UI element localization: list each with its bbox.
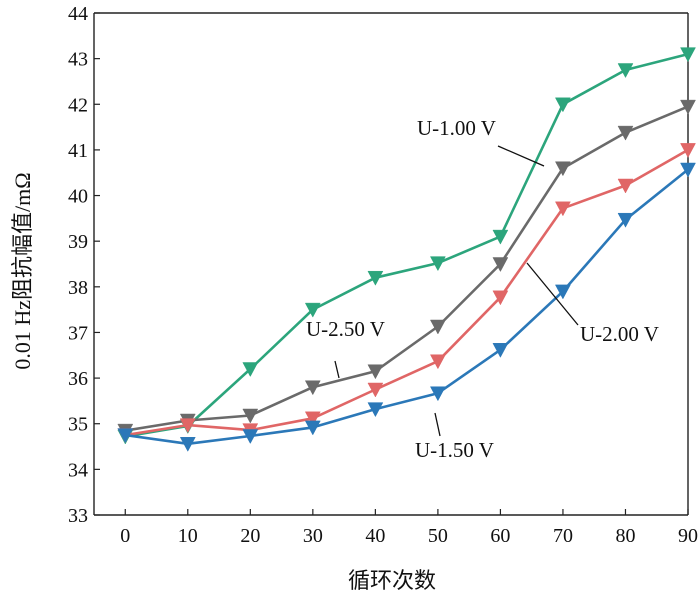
x-tick-label: 0 bbox=[120, 525, 130, 547]
data-point bbox=[304, 380, 321, 396]
axes: 33 34 35 36 37 38 39 40 41 42 43 44 0 10 20 30 40 50 60 70 8… bbox=[68, 3, 698, 547]
data-point bbox=[429, 354, 446, 370]
annotation-label: U-2.50 V bbox=[306, 317, 385, 341]
data-point bbox=[492, 229, 509, 245]
annotations: U-1.00 V U-2.00 V U-2.50 V U-1.50 V bbox=[306, 116, 659, 462]
data-point bbox=[680, 143, 696, 158]
data-point bbox=[367, 402, 384, 418]
data-point bbox=[680, 99, 696, 115]
y-tick-label: 36 bbox=[68, 368, 88, 390]
annotation-leader-line bbox=[334, 360, 340, 379]
data-point bbox=[179, 437, 196, 452]
y-tick-label: 39 bbox=[68, 231, 88, 253]
annotation-label: U-1.50 V bbox=[415, 438, 494, 462]
annotation-leader-line bbox=[497, 145, 545, 167]
series-u-1-50-v bbox=[117, 162, 696, 452]
data-point bbox=[492, 257, 509, 273]
y-axis-title: 0.01 Hz阻抗幅值/mΩ bbox=[10, 172, 35, 369]
series-line bbox=[125, 148, 689, 437]
y-tick-label: 34 bbox=[68, 459, 88, 481]
y-tick-label: 43 bbox=[68, 49, 88, 71]
data-point bbox=[367, 382, 384, 398]
series-line bbox=[125, 52, 689, 438]
data-point bbox=[304, 411, 321, 427]
series-line bbox=[125, 168, 689, 446]
data-point bbox=[242, 408, 259, 424]
x-tick-label: 20 bbox=[240, 525, 260, 547]
y-tick-label: 44 bbox=[68, 3, 88, 25]
x-tick-label: 80 bbox=[615, 525, 635, 547]
x-tick-label: 70 bbox=[553, 525, 573, 547]
data-point bbox=[117, 428, 134, 444]
y-tick-label: 37 bbox=[68, 322, 88, 344]
series-u-2-00-v bbox=[117, 99, 696, 439]
y-tick-label: 35 bbox=[68, 414, 88, 436]
data-point bbox=[429, 386, 446, 402]
data-point bbox=[242, 362, 259, 378]
annotation-label: U-1.00 V bbox=[417, 116, 496, 140]
annotation-leader-line bbox=[434, 412, 441, 437]
x-tick-label: 30 bbox=[303, 525, 323, 547]
data-point bbox=[554, 97, 571, 113]
y-tick-label: 40 bbox=[68, 186, 88, 208]
data-point bbox=[367, 364, 384, 380]
series-layer bbox=[117, 47, 696, 452]
y-tick-label: 42 bbox=[68, 94, 88, 116]
data-point bbox=[179, 418, 196, 434]
data-point bbox=[617, 125, 634, 141]
data-point bbox=[680, 162, 696, 178]
y-tick-label: 38 bbox=[68, 277, 88, 299]
y-tick-label: 33 bbox=[68, 505, 88, 527]
y-tick-label: 41 bbox=[68, 140, 88, 162]
series-line bbox=[125, 105, 689, 432]
data-point bbox=[617, 63, 634, 79]
x-axis-title: 循环次数 bbox=[348, 568, 436, 593]
data-point bbox=[554, 201, 571, 217]
annotation-label: U-2.00 V bbox=[580, 322, 659, 346]
data-point bbox=[554, 284, 571, 300]
x-tick-label: 90 bbox=[678, 525, 698, 547]
data-point bbox=[304, 302, 321, 318]
annotation-leader-line bbox=[526, 262, 579, 326]
data-point bbox=[492, 290, 509, 306]
series-u-2-50-v bbox=[117, 143, 696, 444]
x-tick-label: 60 bbox=[490, 525, 510, 547]
data-point bbox=[617, 212, 634, 228]
series-u-1-00-v bbox=[117, 47, 696, 445]
data-point bbox=[304, 420, 321, 436]
data-point bbox=[617, 178, 634, 194]
x-tick-label: 40 bbox=[365, 525, 385, 547]
data-point bbox=[242, 429, 259, 445]
x-tick-label: 10 bbox=[178, 525, 198, 547]
data-point bbox=[367, 270, 384, 286]
data-point bbox=[429, 319, 446, 335]
data-point bbox=[554, 161, 571, 177]
x-tick-label: 50 bbox=[428, 525, 448, 547]
data-point bbox=[492, 343, 509, 358]
data-point bbox=[680, 47, 696, 63]
data-point bbox=[429, 256, 446, 272]
